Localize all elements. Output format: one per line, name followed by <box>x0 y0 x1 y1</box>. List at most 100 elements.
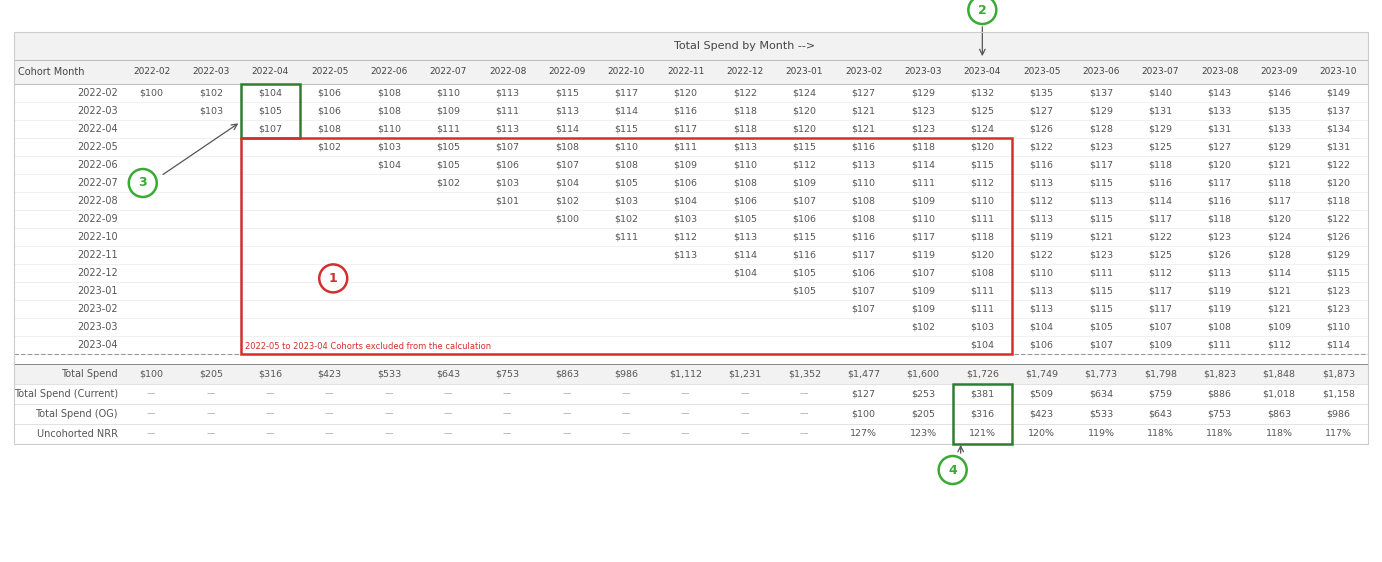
Text: $120: $120 <box>970 143 994 152</box>
Text: $111: $111 <box>615 233 638 242</box>
Text: $116: $116 <box>1030 161 1053 170</box>
Text: $110: $110 <box>437 88 460 97</box>
Text: $100: $100 <box>556 215 579 224</box>
Text: $117: $117 <box>851 251 876 260</box>
Text: 2023-04: 2023-04 <box>77 340 117 350</box>
Text: $1,873: $1,873 <box>1321 369 1354 378</box>
Text: $133: $133 <box>1267 125 1291 134</box>
Text: $122: $122 <box>1327 215 1350 224</box>
Text: $128: $128 <box>1089 125 1113 134</box>
Text: $112: $112 <box>1030 197 1053 206</box>
Text: $115: $115 <box>556 88 579 97</box>
Text: 2022-06: 2022-06 <box>77 160 117 170</box>
Text: $253: $253 <box>911 389 936 398</box>
Text: $114: $114 <box>732 251 757 260</box>
Text: 123%: 123% <box>909 429 937 438</box>
Text: $109: $109 <box>911 197 936 206</box>
Text: 118%: 118% <box>1266 429 1292 438</box>
Text: $132: $132 <box>970 88 995 97</box>
Text: $110: $110 <box>732 161 757 170</box>
Text: $115: $115 <box>1089 179 1113 188</box>
Text: $106: $106 <box>851 269 876 278</box>
Text: $1,352: $1,352 <box>788 369 821 378</box>
Text: ––: –– <box>562 429 572 438</box>
Text: $863: $863 <box>1267 410 1291 419</box>
Text: $107: $107 <box>556 161 579 170</box>
Text: 1: 1 <box>329 272 337 285</box>
Text: 2022-03: 2022-03 <box>77 106 117 116</box>
Bar <box>14 364 1368 384</box>
Text: $121: $121 <box>851 125 876 134</box>
Text: $114: $114 <box>615 107 638 116</box>
Text: ––: –– <box>444 389 453 398</box>
Bar <box>14 404 1368 424</box>
Text: $108: $108 <box>732 179 757 188</box>
Text: $121: $121 <box>1089 233 1113 242</box>
Text: $102: $102 <box>911 323 936 332</box>
Bar <box>14 32 1368 60</box>
Bar <box>14 300 1368 318</box>
Text: $120: $120 <box>1327 179 1350 188</box>
Text: $102: $102 <box>556 197 579 206</box>
Text: $111: $111 <box>437 125 460 134</box>
Bar <box>240 84 300 138</box>
Text: $117: $117 <box>1208 179 1231 188</box>
Text: $112: $112 <box>673 233 698 242</box>
Text: $109: $109 <box>792 179 817 188</box>
Text: 2022-11: 2022-11 <box>77 250 117 260</box>
Text: $108: $108 <box>1208 323 1231 332</box>
Text: $118: $118 <box>732 125 757 134</box>
Text: $108: $108 <box>556 143 579 152</box>
Text: $316: $316 <box>970 410 995 419</box>
Text: $1,749: $1,749 <box>1025 369 1059 378</box>
Text: $146: $146 <box>1267 88 1291 97</box>
Text: $107: $107 <box>258 125 282 134</box>
Bar <box>240 138 1012 354</box>
Text: $119: $119 <box>911 251 936 260</box>
Text: $104: $104 <box>377 161 401 170</box>
Text: $100: $100 <box>140 88 163 97</box>
Text: $129: $129 <box>1327 251 1350 260</box>
Text: $113: $113 <box>1030 215 1053 224</box>
Text: 2022-05: 2022-05 <box>311 67 348 76</box>
Text: $114: $114 <box>911 161 936 170</box>
Text: $137: $137 <box>1327 107 1350 116</box>
Text: $123: $123 <box>1089 251 1113 260</box>
Text: $118: $118 <box>1208 215 1231 224</box>
Text: $116: $116 <box>1208 197 1231 206</box>
Text: $117: $117 <box>1089 161 1113 170</box>
Text: $118: $118 <box>732 107 757 116</box>
Text: $120: $120 <box>1208 161 1231 170</box>
Text: ––: –– <box>741 389 750 398</box>
Bar <box>14 424 1368 444</box>
Text: 2022-12: 2022-12 <box>77 268 117 278</box>
Text: ––: –– <box>622 389 632 398</box>
Text: $106: $106 <box>792 215 817 224</box>
Bar <box>14 138 1368 156</box>
Bar <box>14 156 1368 174</box>
Text: $106: $106 <box>496 161 520 170</box>
Text: $115: $115 <box>615 125 638 134</box>
Text: $109: $109 <box>673 161 698 170</box>
Text: $1,158: $1,158 <box>1321 389 1354 398</box>
Text: 2022-02: 2022-02 <box>133 67 170 76</box>
Text: ––: –– <box>800 389 808 398</box>
Text: $118: $118 <box>911 143 936 152</box>
Text: ––: –– <box>681 389 691 398</box>
Text: $129: $129 <box>911 88 936 97</box>
Text: $110: $110 <box>851 179 876 188</box>
Text: $116: $116 <box>851 233 876 242</box>
Text: $107: $107 <box>496 143 520 152</box>
Text: $104: $104 <box>970 341 994 350</box>
Text: $104: $104 <box>556 179 579 188</box>
Text: ––: –– <box>325 389 334 398</box>
Text: $112: $112 <box>792 161 817 170</box>
Text: $105: $105 <box>437 143 460 152</box>
Text: $119: $119 <box>1030 233 1053 242</box>
Text: $1,112: $1,112 <box>669 369 702 378</box>
Text: $117: $117 <box>1148 305 1172 314</box>
Text: $863: $863 <box>556 369 579 378</box>
Text: $129: $129 <box>1148 125 1172 134</box>
Text: $110: $110 <box>1030 269 1053 278</box>
Text: 4: 4 <box>948 464 958 477</box>
